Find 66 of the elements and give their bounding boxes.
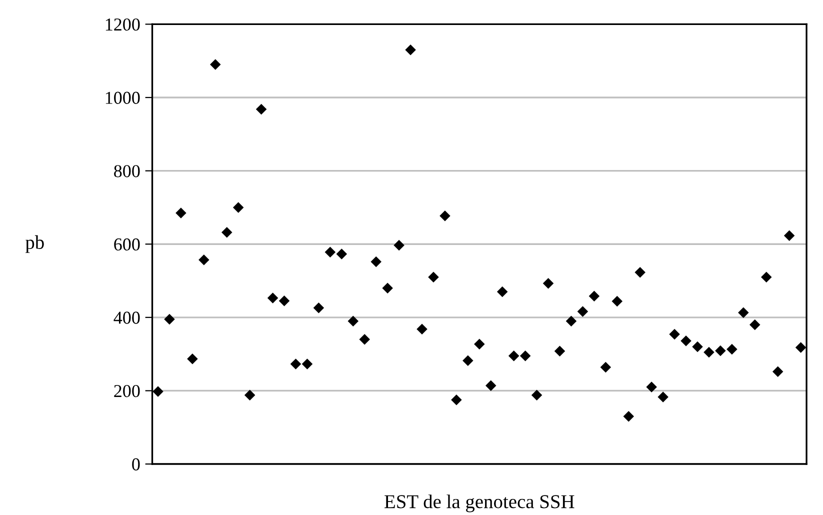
point bbox=[658, 392, 668, 402]
point bbox=[428, 272, 439, 282]
point bbox=[394, 240, 404, 251]
point bbox=[623, 410, 634, 422]
point bbox=[187, 353, 198, 364]
x-axis-title: EST de la genoteca SSH bbox=[384, 494, 574, 512]
point bbox=[577, 306, 588, 317]
point bbox=[588, 290, 600, 302]
point bbox=[738, 307, 749, 318]
point bbox=[348, 316, 359, 326]
point bbox=[772, 366, 784, 378]
point bbox=[520, 350, 531, 362]
point bbox=[646, 382, 657, 392]
point bbox=[612, 296, 623, 307]
point bbox=[232, 202, 244, 213]
y-axis-title: pb bbox=[25, 235, 44, 253]
point bbox=[290, 358, 302, 370]
point bbox=[715, 345, 726, 356]
point bbox=[152, 386, 164, 397]
point bbox=[405, 44, 416, 56]
y-tick-label: 0 bbox=[132, 458, 140, 470]
y-tick-label: 400 bbox=[114, 312, 140, 324]
point bbox=[336, 248, 348, 260]
y-tick-label: 200 bbox=[114, 384, 140, 398]
y-tick-label: 1000 bbox=[106, 92, 140, 104]
point bbox=[795, 342, 806, 353]
point bbox=[680, 335, 692, 346]
point bbox=[784, 230, 795, 242]
point bbox=[324, 246, 336, 258]
point bbox=[210, 59, 221, 70]
point bbox=[692, 341, 703, 352]
point bbox=[176, 208, 186, 218]
point bbox=[256, 104, 267, 115]
y-tick-label: 600 bbox=[114, 238, 140, 251]
point bbox=[508, 350, 520, 362]
y-tick-label: 800 bbox=[114, 165, 140, 178]
point bbox=[451, 394, 462, 406]
point bbox=[198, 254, 210, 266]
point bbox=[531, 390, 542, 400]
point bbox=[542, 278, 554, 289]
point bbox=[267, 292, 278, 304]
point bbox=[634, 266, 646, 278]
point bbox=[669, 328, 680, 340]
point bbox=[554, 346, 566, 357]
point bbox=[370, 256, 382, 268]
point bbox=[474, 338, 485, 350]
point bbox=[382, 282, 393, 294]
point bbox=[416, 324, 428, 335]
point bbox=[485, 380, 496, 391]
point bbox=[726, 344, 738, 355]
point bbox=[278, 296, 290, 306]
point bbox=[440, 210, 450, 222]
point bbox=[244, 390, 256, 400]
point bbox=[164, 314, 175, 325]
point bbox=[704, 346, 714, 358]
point bbox=[750, 319, 760, 330]
y-tick-label: 1200 bbox=[106, 18, 140, 31]
point bbox=[313, 302, 324, 314]
point bbox=[462, 355, 474, 366]
point bbox=[496, 286, 508, 298]
point bbox=[600, 362, 612, 373]
point bbox=[221, 227, 232, 238]
point bbox=[302, 358, 313, 370]
point bbox=[760, 272, 772, 282]
point bbox=[359, 334, 370, 345]
point bbox=[566, 316, 577, 326]
